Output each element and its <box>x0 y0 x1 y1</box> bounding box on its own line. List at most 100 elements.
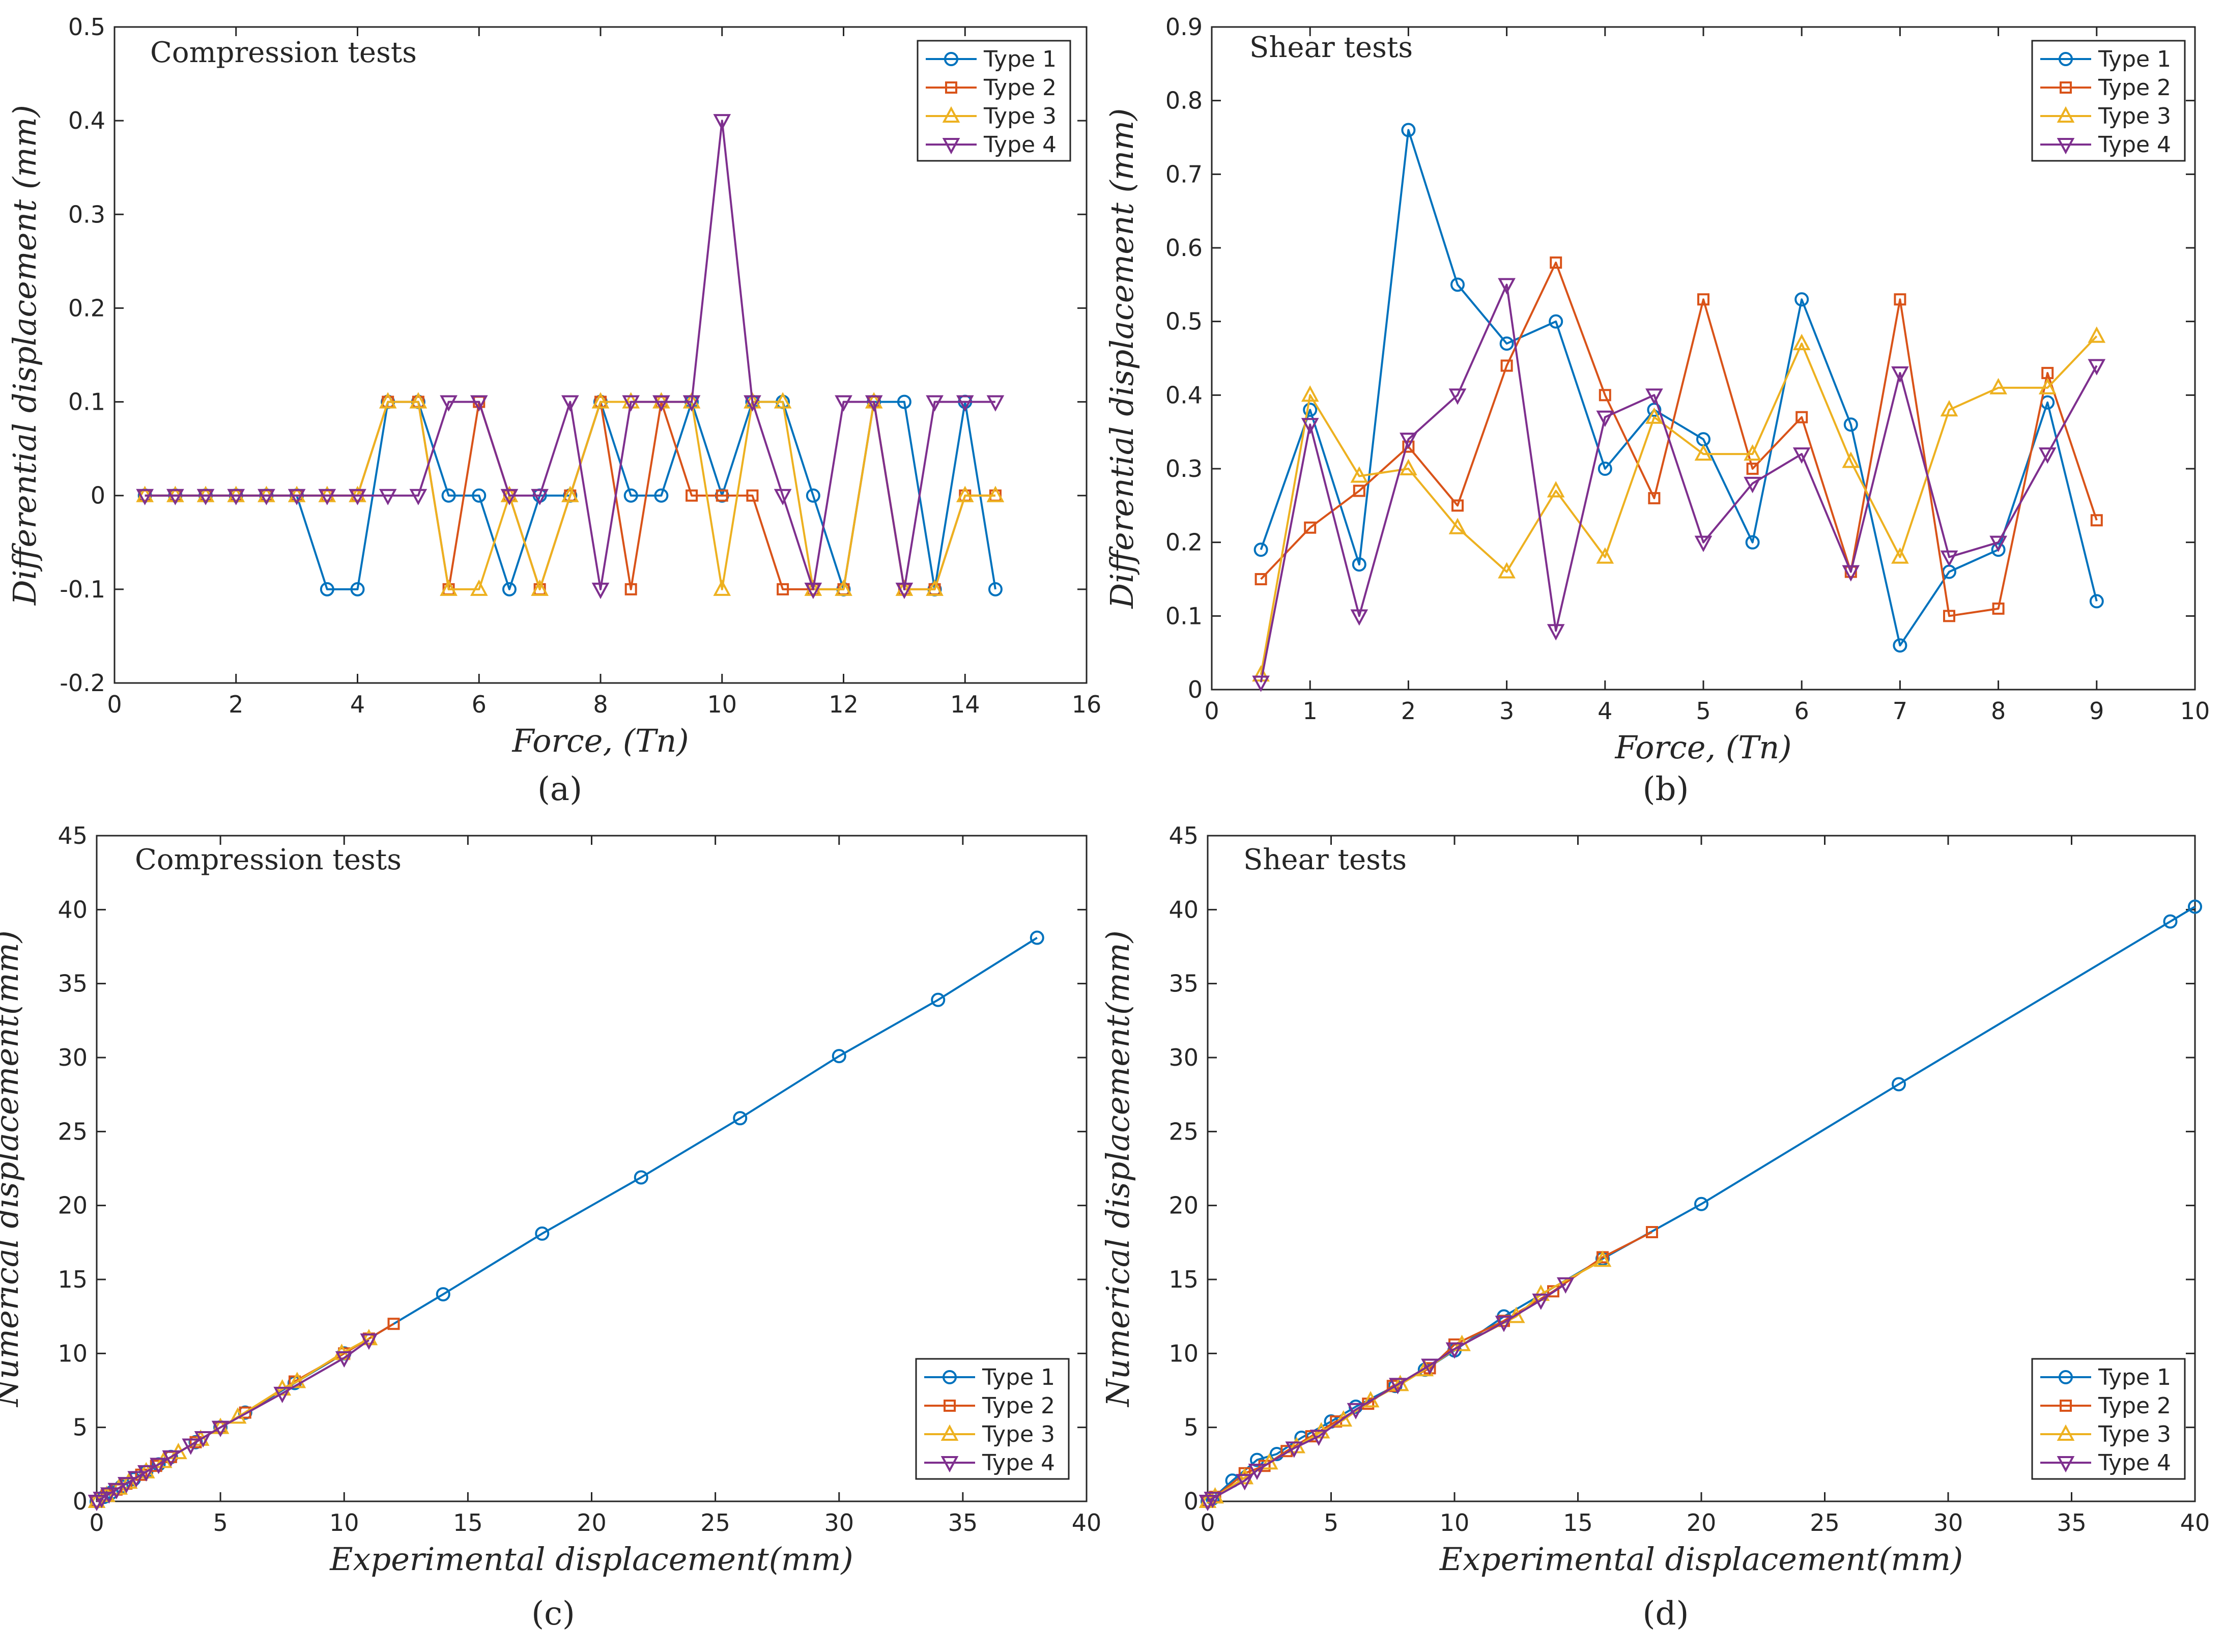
y-tick-label: 40 <box>58 896 88 923</box>
legend-entry: Type 2 <box>982 1393 1055 1419</box>
legend-entry: Type 4 <box>2098 132 2171 158</box>
data-point <box>1989 378 2007 394</box>
legend-marker <box>942 138 960 155</box>
data-point <box>1891 547 1909 564</box>
legend-marker <box>2057 138 2075 155</box>
x-tick-label: 4 <box>350 691 365 718</box>
data-point <box>744 395 761 412</box>
y-tick-label: 0 <box>1188 676 1203 703</box>
panel-title: Compression tests <box>135 843 402 876</box>
data-point <box>1450 277 1465 292</box>
data-point <box>1697 293 1709 306</box>
data-point <box>1744 444 1761 461</box>
data-point <box>1599 389 1611 402</box>
y-tick-label: 0.7 <box>1165 160 1203 188</box>
y-tick-label: 10 <box>1168 1340 1199 1367</box>
data-point <box>1303 403 1318 417</box>
y-tick-label: 20 <box>58 1192 88 1219</box>
data-point <box>107 1483 126 1499</box>
data-point <box>1301 418 1319 435</box>
data-point <box>409 489 427 505</box>
data-point <box>2088 326 2106 343</box>
data-point <box>1991 543 2006 557</box>
data-point <box>2090 514 2103 527</box>
data-point <box>470 579 488 596</box>
data-point <box>1549 314 1563 329</box>
data-point <box>440 395 458 412</box>
legend-marker <box>940 1456 959 1473</box>
data-point <box>777 583 789 595</box>
x-tick-label: 10 <box>1440 1509 1470 1536</box>
x-axis-label: Experimental displacement(mm) <box>329 1541 853 1578</box>
legend-box <box>2031 1358 2186 1480</box>
data-point <box>835 395 852 412</box>
data-point <box>288 489 306 505</box>
x-tick-label: 12 <box>829 691 859 718</box>
y-tick-label: 0 <box>1184 1488 1199 1515</box>
data-point <box>1593 1250 1612 1267</box>
data-point <box>502 582 517 596</box>
data-point <box>926 579 944 596</box>
data-point <box>1451 499 1464 512</box>
series-line <box>1260 129 2098 647</box>
legend-marker <box>2057 1424 2075 1441</box>
data-point <box>1794 292 1809 307</box>
legend-entry: Type 3 <box>2098 103 2171 129</box>
panel-label: (d) <box>1643 1595 1689 1633</box>
data-point <box>1350 609 1368 626</box>
data-point <box>409 392 427 409</box>
y-tick-label: 25 <box>58 1118 88 1145</box>
panel-title: Shear tests <box>1249 31 1413 64</box>
data-point <box>1389 1378 1407 1394</box>
data-point <box>1556 1277 1575 1294</box>
x-tick-label: 20 <box>1687 1509 1717 1536</box>
legend-box <box>917 40 1071 162</box>
data-point <box>470 395 488 412</box>
data-point <box>986 486 1005 502</box>
series-line <box>1207 1283 1566 1502</box>
data-point <box>2038 447 2057 464</box>
legend-marker <box>2057 1456 2075 1473</box>
legend-marker <box>2060 81 2072 94</box>
data-point <box>1598 462 1612 476</box>
data-point <box>472 488 487 503</box>
panel-c-compression-numerical-vs-experimental: 0 5 10 15 20 25 30 35 40 0 5 10 15 20 25 30 35 40 45 Experi… <box>0 822 1101 1633</box>
panel-d-shear-numerical-vs-experimental: 0 5 10 15 20 25 30 35 40 0 5 10 15 20 25 30 35 40 45 Experi… <box>1099 822 2210 1633</box>
data-point <box>1645 407 1663 424</box>
data-point <box>1498 278 1516 295</box>
x-tick-label: 15 <box>453 1509 483 1536</box>
data-point <box>182 1438 200 1455</box>
x-tick-label: 35 <box>948 1509 978 1536</box>
data-point <box>1648 492 1661 504</box>
data-point <box>1030 930 1044 945</box>
legend-entry: Type 1 <box>2098 1364 2171 1390</box>
data-point <box>1500 359 1513 372</box>
data-point <box>1795 411 1808 423</box>
data-point <box>2089 594 2104 609</box>
series-line <box>1260 283 2098 682</box>
legend-entry: Type 2 <box>983 75 1057 101</box>
data-point <box>1596 547 1614 564</box>
legend-marker <box>944 52 958 66</box>
data-point <box>531 579 549 596</box>
series-line <box>1260 261 2098 617</box>
y-tick-label: 15 <box>1168 1266 1199 1293</box>
x-tick-label: 5 <box>1696 697 1710 725</box>
legend-entry: Type 3 <box>983 103 1057 129</box>
data-point <box>335 1351 353 1368</box>
legend-marker <box>944 1400 956 1412</box>
data-point <box>318 489 336 505</box>
y-tick-label: 0.5 <box>68 13 105 41</box>
data-point <box>956 395 974 412</box>
series-type-4 <box>1199 1277 1575 1512</box>
x-tick-label: 1 <box>1303 697 1318 725</box>
x-tick-label: 10 <box>2180 697 2210 725</box>
x-tick-label: 5 <box>1324 1509 1338 1536</box>
data-point <box>1254 573 1267 585</box>
data-point <box>1445 1342 1464 1359</box>
data-point <box>1842 565 1860 582</box>
x-tick-label: 8 <box>1991 697 2006 725</box>
data-point <box>1646 1226 1658 1238</box>
y-axis-label: Differential displacement (mm) <box>6 105 43 606</box>
data-point <box>774 489 792 505</box>
